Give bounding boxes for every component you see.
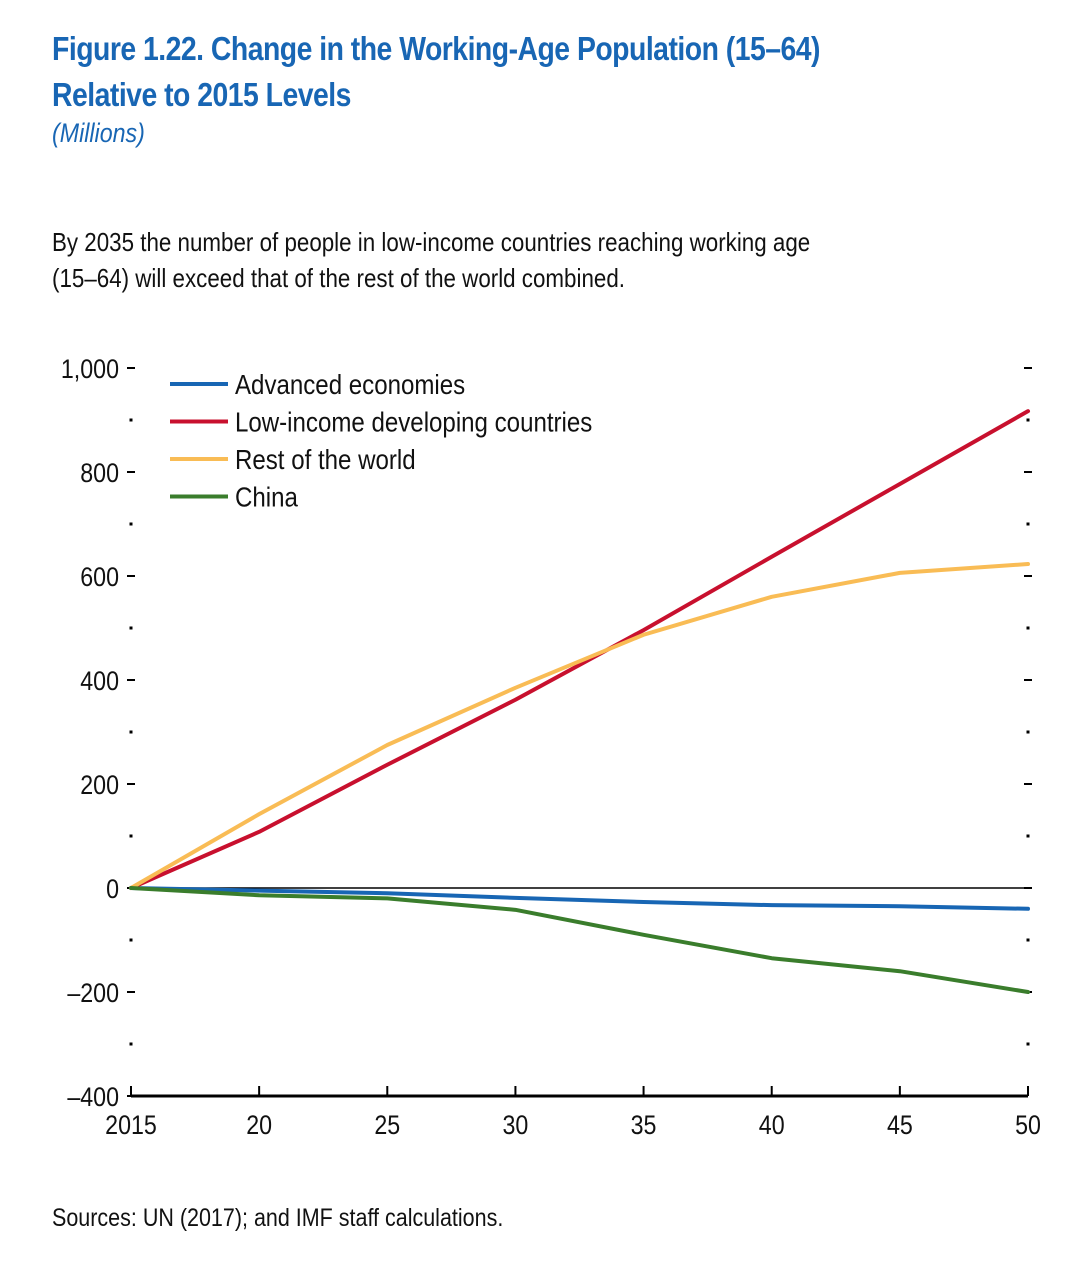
- figure-title-line-1: Figure 1.22. Change in the Working-Age P…: [52, 30, 820, 67]
- series-line-rest-of-the-world: [129, 562, 1030, 890]
- y-minor-tick-left: [129, 938, 133, 942]
- legend-label: Advanced economies: [235, 368, 465, 400]
- y-tick-label: 800: [80, 458, 119, 488]
- series-lines: [129, 409, 1030, 994]
- y-minor-tick-left: [129, 730, 133, 734]
- x-tick-label: 45: [887, 1110, 913, 1140]
- figure-note-line-2: (15–64) will exceed that of the rest of …: [52, 263, 625, 293]
- x-tick-label: 30: [503, 1110, 529, 1140]
- y-tick-label: –200: [67, 978, 119, 1008]
- y-minor-tick-left: [129, 522, 133, 526]
- y-tick-label: 1,000: [61, 354, 119, 384]
- x-tick-label: 35: [631, 1110, 657, 1140]
- figure-note: By 2035 the number of people in low-inco…: [52, 224, 810, 296]
- x-tick-label: 20: [246, 1110, 272, 1140]
- y-tick-label: –400: [67, 1082, 119, 1112]
- series-line-low-income-developing-countries: [129, 409, 1030, 890]
- figure-title-line-2: Relative to 2015 Levels: [52, 76, 351, 113]
- legend-label: Low-income developing countries: [235, 406, 592, 438]
- figure-units: (Millions): [52, 118, 145, 148]
- y-minor-tick-left: [129, 1042, 133, 1046]
- y-minor-tick-right: [1026, 1042, 1030, 1046]
- y-minor-tick-right: [1026, 834, 1030, 838]
- series-line-advanced-economies: [129, 886, 1030, 911]
- figure-note-line-1: By 2035 the number of people in low-inco…: [52, 227, 811, 257]
- y-minor-tick-left: [129, 834, 133, 838]
- y-minor-tick-right: [1026, 522, 1030, 526]
- y-minor-tick-right: [1026, 730, 1030, 734]
- y-minor-tick-right: [1026, 626, 1030, 630]
- y-minor-tick-left: [129, 626, 133, 630]
- axes: 2015 20 25 30 35 40 45 50 –400 –200 0 200 400 600 800 1…: [61, 354, 1041, 1140]
- series-line-china: [129, 886, 1030, 994]
- y-tick-label: 0: [106, 874, 119, 904]
- y-tick-label: 400: [80, 666, 119, 696]
- y-tick-label: 600: [80, 562, 119, 592]
- y-tick-label: 200: [80, 770, 119, 800]
- legend-label: China: [235, 481, 298, 513]
- y-minor-tick-left: [129, 418, 133, 422]
- figure-title: Figure 1.22. Change in the Working-Age P…: [52, 26, 820, 118]
- y-minor-tick-right: [1026, 938, 1030, 942]
- figure-source: Sources: UN (2017); and IMF staff calcul…: [52, 1204, 504, 1232]
- legend: Advanced economies Low-income developing …: [170, 368, 592, 513]
- legend-label: Rest of the world: [235, 443, 416, 475]
- x-tick-label: 25: [374, 1110, 400, 1140]
- x-tick-label: 40: [759, 1110, 785, 1140]
- y-minor-tick-right: [1026, 418, 1030, 422]
- x-tick-label: 2015: [105, 1110, 157, 1140]
- x-tick-label: 50: [1015, 1110, 1041, 1140]
